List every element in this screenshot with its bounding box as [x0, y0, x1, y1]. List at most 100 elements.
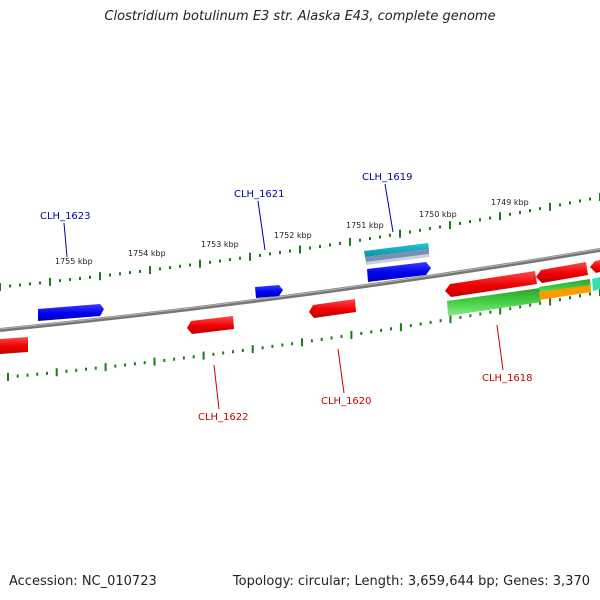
cds-clh1619[interactable] [367, 262, 431, 282]
bottom-scale-tick [202, 351, 205, 360]
scale-label-1754: 1754 kbp [128, 249, 166, 258]
bottom-scale-tick [569, 296, 571, 300]
bottom-scale-tick [16, 374, 19, 378]
cds-red-right[interactable] [536, 262, 588, 283]
top-scale-tick [259, 253, 261, 257]
gene-label-clh1619[interactable]: CLH_1619 [362, 172, 413, 183]
label-line-clh1622 [213, 364, 220, 410]
gene-label-clh1621[interactable]: CLH_1621 [234, 189, 285, 200]
bottom-scale-tick [310, 339, 313, 343]
bottom-scale-tick [212, 352, 215, 356]
cds-left-edge[interactable] [0, 337, 28, 354]
top-scale-tick [409, 230, 411, 234]
top-scale-tick [169, 266, 171, 270]
top-scale-tick [159, 267, 161, 271]
bottom-scale-tick [241, 348, 244, 352]
label-line-clh1621 [257, 200, 266, 251]
scale-ticks-bottom [7, 288, 600, 381]
bottom-scale-tick [75, 368, 78, 372]
cds-clh1623[interactable] [38, 304, 104, 321]
bottom-scale-tick [589, 292, 591, 296]
top-scale-tick [489, 216, 491, 220]
bottom-scale-tick [489, 310, 492, 314]
bottom-scale-tick [291, 342, 294, 346]
bottom-scale-tick [380, 328, 383, 332]
rna-feature-shade [366, 254, 429, 265]
top-scale-tick [49, 277, 51, 286]
top-scale-tick [99, 272, 101, 281]
bottom-scale-tick [499, 306, 502, 315]
top-scale-tick [519, 211, 521, 214]
top-scale-tick [359, 238, 361, 242]
gene-label-clh1618[interactable]: CLH_1618 [482, 373, 533, 384]
cds-clh1622[interactable] [187, 316, 234, 334]
bottom-scale-tick [271, 344, 274, 348]
bottom-scale-tick [509, 307, 512, 311]
bottom-scale-tick [539, 301, 542, 305]
scale-label-1755: 1755 kbp [55, 257, 93, 266]
top-scale-tick [349, 237, 351, 246]
genome-summary: Topology: circular; Length: 3,659,644 bp… [232, 574, 590, 589]
cds-clh1621[interactable] [255, 285, 283, 298]
top-scale-tick [179, 264, 181, 268]
bottom-scale-tick [320, 337, 323, 341]
teal-feature[interactable] [592, 277, 600, 291]
top-scale-tick [539, 207, 541, 211]
bottom-scale-tick [7, 373, 9, 381]
top-scale-tick [199, 259, 201, 268]
rna-feature-cyan[interactable] [364, 243, 429, 257]
bottom-scale-tick [429, 320, 432, 324]
scale-label-1752: 1752 kbp [274, 231, 312, 240]
top-scale-tick [279, 251, 281, 254]
top-scale-tick [219, 259, 221, 263]
top-scale-tick [269, 252, 271, 256]
bottom-scale-tick [222, 351, 225, 355]
label-line-clh1620 [337, 348, 345, 394]
top-scale-tick [469, 220, 471, 224]
scale-label-1750: 1750 kbp [419, 210, 457, 219]
bottom-scale-tick [55, 368, 58, 377]
bottom-scale-tick [419, 322, 422, 326]
cds-clh1620[interactable] [309, 299, 356, 318]
top-scale-tick [449, 221, 451, 230]
genome-backbone-highlight [0, 248, 600, 330]
top-scale-tick [9, 284, 11, 288]
top-scale-tick [19, 283, 21, 287]
top-scale-tick [289, 249, 291, 253]
bottom-scale-tick [390, 327, 392, 331]
top-scale-tick [459, 221, 461, 225]
top-scale-tick [79, 277, 81, 280]
scale-label-1749: 1749 kbp [491, 198, 529, 207]
top-scale-tick [339, 241, 341, 245]
bottom-scale-tick [192, 355, 195, 359]
gene-label-clh1620[interactable]: CLH_1620 [321, 396, 372, 407]
top-scale-tick [109, 273, 111, 277]
reverse-features [0, 260, 600, 354]
top-scale-tick [39, 281, 41, 285]
top-scale-tick [559, 203, 561, 207]
orange-feature[interactable] [539, 285, 591, 300]
top-scale-tick [89, 275, 91, 279]
top-scale-tick [0, 283, 1, 291]
label-line-clh1619 [384, 183, 394, 233]
scale-label-1751: 1751 kbp [346, 221, 384, 230]
label-line-clh1618 [496, 324, 504, 371]
gene-label-clh1622[interactable]: CLH_1622 [198, 412, 249, 423]
bottom-scale-tick [85, 367, 87, 371]
cds-red-edge[interactable] [590, 260, 600, 273]
bottom-scale-tick [409, 324, 412, 328]
top-scale-tick [439, 225, 441, 229]
bottom-scale-tick [36, 372, 39, 376]
top-scale-tick [329, 243, 331, 247]
top-scale-tick [369, 237, 371, 241]
cds-clh1618[interactable] [445, 271, 537, 297]
gene-label-clh1623[interactable]: CLH_1623 [40, 211, 91, 222]
green-feature-long[interactable] [447, 288, 541, 316]
bottom-scale-tick [301, 338, 303, 347]
scale-ticks-top [0, 193, 600, 291]
top-scale-tick [149, 266, 151, 275]
bottom-scale-tick [399, 323, 402, 332]
top-scale-tick [499, 212, 501, 221]
bottom-scale-tick [153, 357, 156, 366]
